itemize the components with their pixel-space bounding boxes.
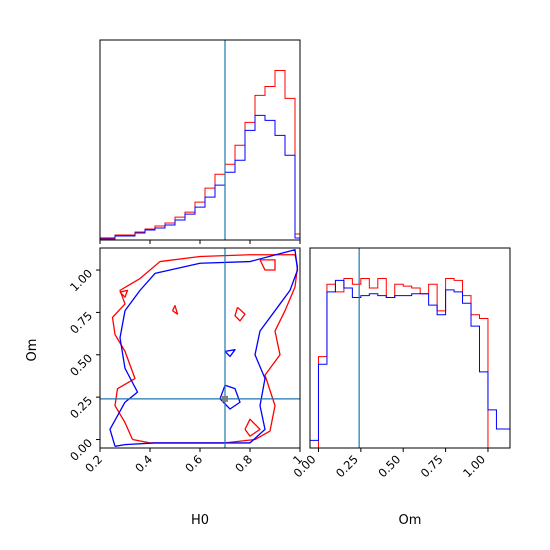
contour-series-1-level-0 <box>109 249 299 447</box>
om-xtick-label-1: 0.25 <box>333 452 361 480</box>
om-hist-series-0 <box>310 278 510 448</box>
contour-series-0-level-5 <box>244 418 261 437</box>
om-frame <box>309 247 511 449</box>
contour-series-0-level-4 <box>234 306 246 322</box>
om-xtick-label-4: 1.00 <box>460 452 488 480</box>
om-hist-series-1 <box>310 279 510 448</box>
contour-series-1-level-2 <box>224 349 236 358</box>
contour-truth-marker <box>222 395 228 402</box>
contour-frame <box>99 247 301 449</box>
x-axis-label-h0: H0 <box>191 513 209 528</box>
contour-xtick-label-3: 0.8 <box>232 452 255 475</box>
x-axis-label-om: Om <box>399 513 422 528</box>
om-xtick-label-3: 0.75 <box>418 452 446 480</box>
contour-xtick-label-2: 0.6 <box>182 452 205 475</box>
h0-hist-series-1 <box>100 114 300 240</box>
contour-xtick-label-0: 0.2 <box>82 452 105 475</box>
contour-ytick-label-4: 1.00 <box>67 266 95 294</box>
contour-series-0-level-2 <box>119 289 129 298</box>
h0-histogram-panel <box>99 39 301 244</box>
contour-ytick-label-1: 0.25 <box>67 393 95 421</box>
h0-hist-series-0 <box>100 70 300 240</box>
h0-om-contour-panel: 0.2 0.4 0.6 0.8 10.000.250.500.751.00 <box>67 247 305 475</box>
contour-ytick-label-2: 0.50 <box>67 351 95 379</box>
om-histogram-panel: 0.00 0.25 0.50 0.75 1.00 <box>291 247 511 480</box>
contour-ytick-label-3: 0.75 <box>67 309 95 337</box>
contour-series-0-level-0 <box>111 254 299 444</box>
om-xtick-label-2: 0.50 <box>375 452 403 480</box>
y-axis-label-om: Om <box>25 339 40 362</box>
contour-series-0-level-3 <box>171 304 179 315</box>
contour-xtick-label-1: 0.4 <box>132 452 155 475</box>
h0-frame <box>99 39 301 241</box>
contour-series-1-level-1 <box>219 384 241 410</box>
contour-series-0-level-1 <box>259 259 276 271</box>
